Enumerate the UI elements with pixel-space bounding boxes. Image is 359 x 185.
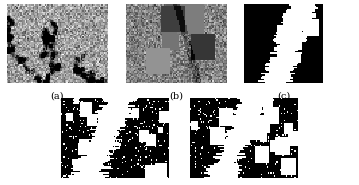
Text: (b): (b) [169, 91, 183, 100]
Text: (c): (c) [277, 91, 290, 100]
Text: (a): (a) [51, 91, 64, 100]
